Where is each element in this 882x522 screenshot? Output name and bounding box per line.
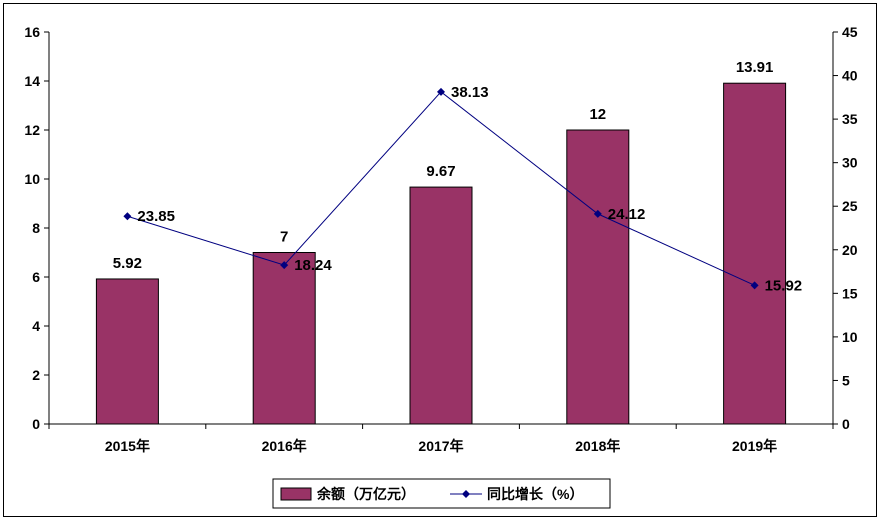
bar-series — [95, 82, 787, 425]
y-left-tick-label: 8 — [32, 220, 40, 236]
legend-bar-swatch — [280, 487, 312, 501]
y-left-tick-label: 12 — [24, 122, 40, 138]
line-point — [280, 261, 289, 270]
legend-bar-label: 余额（万亿元） — [316, 486, 415, 502]
line-point — [437, 87, 445, 96]
y-right-tick-label: 5 — [842, 372, 850, 388]
x-tick-label: 2019年 — [732, 438, 777, 454]
bar-value-label: 5.92 — [113, 255, 142, 272]
line-point — [750, 281, 759, 290]
bar — [409, 186, 473, 425]
y-left-tick-label: 10 — [24, 171, 40, 187]
x-tick-label: 2018年 — [575, 438, 620, 454]
y-right-tick-label: 40 — [842, 68, 858, 84]
y-right-tick-label: 45 — [842, 24, 858, 40]
y-left-tick-label: 4 — [32, 318, 40, 334]
legend-line-label: 同比增长（%） — [487, 486, 583, 502]
legend-box — [272, 478, 611, 509]
legend: 余额（万亿元） 同比增长（%） — [272, 478, 611, 509]
x-tick-label: 2017年 — [418, 438, 463, 454]
y-right-tick-label: 0 — [842, 416, 850, 432]
line-value-label: 23.85 — [137, 208, 175, 225]
line-point — [123, 212, 132, 221]
bar-value-label: 12 — [589, 106, 606, 123]
line-point — [593, 209, 602, 218]
y-left-tick-label: 14 — [24, 73, 40, 89]
bar — [566, 129, 630, 425]
y-right-tick-label: 25 — [842, 198, 858, 214]
x-tick-label: 2015年 — [105, 438, 150, 454]
bar-value-label: 13.91 — [736, 59, 774, 76]
line-value-label: 38.13 — [451, 84, 489, 101]
bar — [723, 82, 787, 425]
line-value-label: 24.12 — [608, 206, 646, 223]
line-value-label: 15.92 — [765, 277, 803, 294]
y-right-tick-label: 35 — [842, 111, 858, 127]
y-right-tick-label: 15 — [842, 285, 858, 301]
y-right-tick-label: 20 — [842, 242, 858, 258]
y-left-tick-label: 2 — [32, 367, 40, 383]
x-tick-label: 2016年 — [262, 438, 307, 454]
line-series — [123, 87, 759, 290]
line-value-label: 18.24 — [294, 257, 332, 274]
bar-value-label: 7 — [280, 229, 288, 246]
y-left-tick-label: 0 — [32, 416, 40, 432]
bar — [95, 278, 159, 425]
y-left-tick-label: 16 — [24, 24, 40, 40]
y-right-tick-label: 30 — [842, 155, 858, 171]
y-left-tick-label: 6 — [32, 269, 40, 285]
y-right-tick-label: 10 — [842, 329, 858, 345]
bar — [252, 252, 316, 425]
data-labels: 5.92 7 9.67 12 13.91 23.85 18.24 38.13 24.12 15.9… — [113, 59, 802, 294]
axes: 0 2 4 6 8 10 12 14 16 0 5 10 15 20 25 30 35 40 45 2015年 2016… — [24, 24, 857, 454]
bar-value-label: 9.67 — [426, 163, 455, 180]
legend-line-marker — [462, 490, 470, 498]
